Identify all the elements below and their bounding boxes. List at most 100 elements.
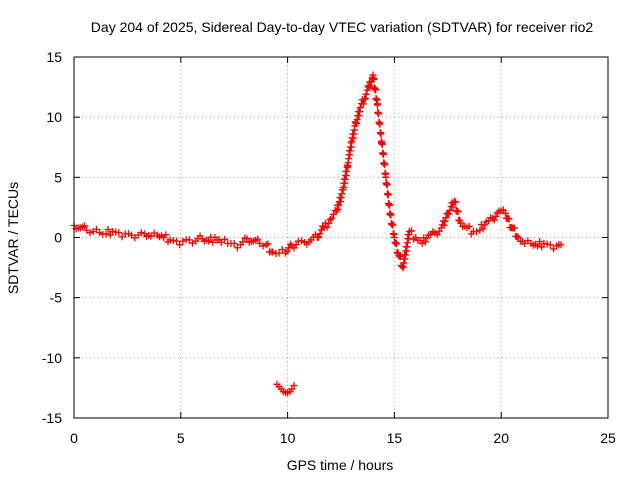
data-point <box>372 86 380 94</box>
data-point <box>96 229 104 237</box>
data-point <box>440 221 448 229</box>
y-tick-label: -10 <box>42 350 62 366</box>
data-point <box>490 216 498 224</box>
data-point <box>221 235 229 243</box>
data-point <box>383 181 391 189</box>
x-tick-label: 5 <box>177 430 185 446</box>
data-point <box>361 95 369 103</box>
data-point <box>449 203 457 211</box>
data-point <box>445 210 453 218</box>
data-points <box>70 71 565 397</box>
data-point <box>290 382 298 390</box>
data-point <box>104 225 112 233</box>
data-point <box>288 385 296 393</box>
data-point <box>370 75 378 83</box>
data-point <box>316 230 324 238</box>
y-tick-label: -15 <box>42 410 62 426</box>
data-point <box>115 229 123 237</box>
data-point <box>499 206 507 214</box>
data-point <box>421 238 429 246</box>
data-point <box>492 212 500 220</box>
data-point <box>378 140 386 148</box>
data-point <box>269 248 277 256</box>
data-point <box>259 242 267 250</box>
data-point <box>86 229 94 237</box>
data-point <box>465 222 473 230</box>
y-tick-label: 10 <box>46 109 62 125</box>
data-point <box>381 161 389 169</box>
data-point <box>375 110 383 118</box>
data-point <box>557 241 565 249</box>
ticks: 0 5 10 15 20 25 -15 -10 -5 0 5 10 15 <box>42 49 616 446</box>
data-point <box>473 228 481 236</box>
data-point <box>396 253 404 261</box>
data-point <box>398 262 406 270</box>
data-point <box>185 236 193 244</box>
data-point <box>441 217 449 225</box>
data-point <box>230 240 238 248</box>
x-axis-label: GPS time / hours <box>287 457 394 473</box>
x-tick-label: 25 <box>600 430 616 446</box>
data-point <box>389 221 397 229</box>
y-tick-label: 15 <box>46 49 62 65</box>
data-point <box>476 226 484 234</box>
data-point <box>297 237 305 245</box>
data-point <box>513 232 521 240</box>
data-point <box>283 247 291 255</box>
data-point <box>510 224 518 232</box>
data-point <box>264 240 272 248</box>
data-point <box>137 229 145 237</box>
data-point <box>102 230 110 238</box>
data-point <box>262 241 270 249</box>
data-point <box>254 235 262 243</box>
data-point <box>356 104 364 112</box>
data-point <box>233 244 241 252</box>
data-point <box>514 234 522 241</box>
y-tick-label: -5 <box>50 290 63 306</box>
data-point <box>418 240 426 248</box>
x-tick-label: 15 <box>387 430 403 446</box>
data-point <box>205 237 213 245</box>
data-point <box>384 191 392 199</box>
data-point <box>479 225 487 233</box>
data-point <box>446 206 454 214</box>
data-point <box>536 238 544 246</box>
data-point <box>330 210 338 218</box>
data-point <box>325 219 333 227</box>
data-point <box>382 173 390 181</box>
data-point <box>376 120 384 128</box>
data-point <box>118 233 126 241</box>
x-tick-label: 10 <box>280 430 296 446</box>
data-point <box>275 249 283 257</box>
data-point <box>106 231 114 239</box>
data-point <box>176 241 184 249</box>
data-point <box>81 222 89 230</box>
data-point <box>546 241 554 249</box>
x-tick-label: 20 <box>493 430 509 446</box>
data-point <box>147 232 155 240</box>
data-point <box>534 242 542 250</box>
data-point <box>278 246 286 254</box>
data-point <box>92 225 100 233</box>
data-point <box>550 245 558 253</box>
data-point <box>505 215 513 223</box>
data-point <box>209 238 217 246</box>
data-point <box>243 235 251 243</box>
data-point <box>481 221 489 229</box>
data-point <box>451 198 459 206</box>
data-point <box>454 208 462 216</box>
y-tick-label: 0 <box>54 230 62 246</box>
data-point <box>538 243 546 251</box>
data-point <box>124 230 132 238</box>
data-point <box>328 214 336 222</box>
data-point <box>315 233 323 241</box>
data-point <box>387 211 395 219</box>
data-point <box>501 209 509 217</box>
data-point <box>179 237 187 245</box>
data-point <box>359 100 367 108</box>
data-point <box>407 227 415 235</box>
data-point <box>217 238 225 246</box>
data-point <box>173 237 181 245</box>
data-point <box>393 240 401 248</box>
